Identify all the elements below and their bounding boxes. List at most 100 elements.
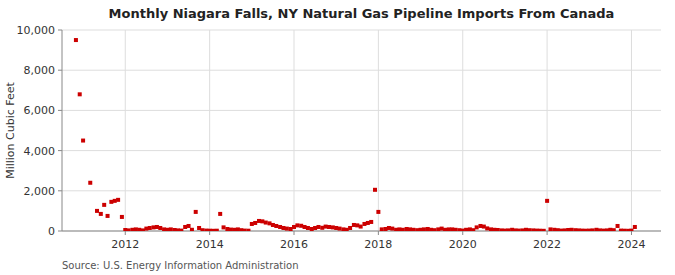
x-grid-line (631, 30, 632, 231)
y-grid-line (62, 70, 661, 71)
point (633, 225, 637, 229)
point (246, 229, 250, 231)
point (454, 228, 458, 231)
point (264, 221, 268, 225)
point (591, 228, 595, 231)
x-tick-label: 2020 (449, 238, 477, 251)
x-tick (209, 231, 210, 235)
point (253, 221, 257, 225)
point (274, 224, 278, 228)
y-tick (58, 30, 62, 31)
point (443, 228, 447, 231)
point (376, 210, 380, 214)
x-tick-label: 2012 (111, 238, 139, 251)
y-grid-line (62, 150, 661, 151)
y-tick-label: 6,000 (24, 104, 56, 117)
point (464, 228, 468, 231)
axes: 02,0004,0006,0008,00010,0002012201420162… (17, 24, 662, 251)
y-grid-line (62, 190, 661, 191)
point (74, 38, 78, 42)
point (545, 199, 549, 203)
point (411, 228, 415, 231)
point (116, 198, 120, 202)
point (542, 229, 546, 231)
point (373, 188, 377, 192)
x-tick-label: 2022 (533, 238, 561, 251)
point (106, 214, 110, 218)
y-grid-line (62, 30, 661, 31)
point (148, 226, 152, 230)
point (194, 210, 198, 214)
point (179, 229, 183, 231)
x-grid-line (125, 30, 126, 231)
x-tick (631, 231, 632, 235)
point (380, 227, 384, 231)
point (390, 227, 394, 231)
y-tick (58, 190, 62, 191)
y-tick-label: 4,000 (24, 145, 56, 158)
y-axis-line (62, 30, 63, 231)
point (232, 228, 236, 231)
point (506, 228, 510, 231)
point (295, 223, 299, 227)
point (432, 228, 436, 231)
point (137, 228, 141, 231)
point (475, 225, 479, 229)
point (422, 227, 426, 231)
point (559, 229, 563, 231)
point (570, 228, 574, 231)
x-grid-line (462, 30, 463, 231)
y-grid-line (62, 110, 661, 111)
point (616, 224, 620, 228)
point (369, 220, 373, 224)
x-tick-label: 2016 (280, 238, 308, 251)
x-grid-line (378, 30, 379, 231)
y-axis-label: Million Cubic Feet (4, 81, 17, 178)
point (81, 139, 85, 143)
point (316, 225, 320, 229)
point (211, 229, 215, 231)
point (187, 224, 191, 228)
y-tick (58, 231, 62, 232)
point (120, 215, 124, 219)
title: Monthly Niagara Falls, NY Natural Gas Pi… (109, 6, 615, 21)
point (359, 225, 363, 229)
point (401, 228, 405, 231)
point (527, 228, 531, 231)
point (102, 203, 106, 207)
x-tick (294, 231, 295, 235)
point (190, 228, 194, 231)
point (158, 226, 162, 230)
point (222, 225, 226, 229)
point (348, 226, 352, 230)
point (338, 227, 342, 231)
point (517, 229, 521, 231)
y-tick-label: 0 (48, 225, 55, 238)
point (200, 228, 204, 231)
point (127, 228, 131, 231)
point (78, 92, 82, 96)
x-tick (547, 231, 548, 235)
y-tick (58, 110, 62, 111)
point (218, 212, 222, 216)
x-tick-label: 2018 (364, 238, 392, 251)
point (99, 212, 103, 216)
points (74, 38, 637, 231)
point (306, 226, 310, 230)
point (485, 226, 489, 230)
x-grid-line (209, 30, 210, 231)
chart-container: Monthly Niagara Falls, NY Natural Gas Pi… (0, 0, 675, 275)
source: Source: U.S. Energy Information Administ… (62, 260, 299, 271)
point (622, 229, 626, 231)
y-tick (58, 150, 62, 151)
point (327, 225, 331, 229)
point (601, 229, 605, 231)
y-tick-label: 2,000 (24, 185, 56, 198)
x-tick (378, 231, 379, 235)
point (496, 228, 500, 231)
point (243, 229, 247, 231)
y-tick-label: 8,000 (24, 64, 56, 77)
x-tick-label: 2014 (196, 238, 224, 251)
point (95, 209, 99, 213)
point (169, 227, 173, 231)
